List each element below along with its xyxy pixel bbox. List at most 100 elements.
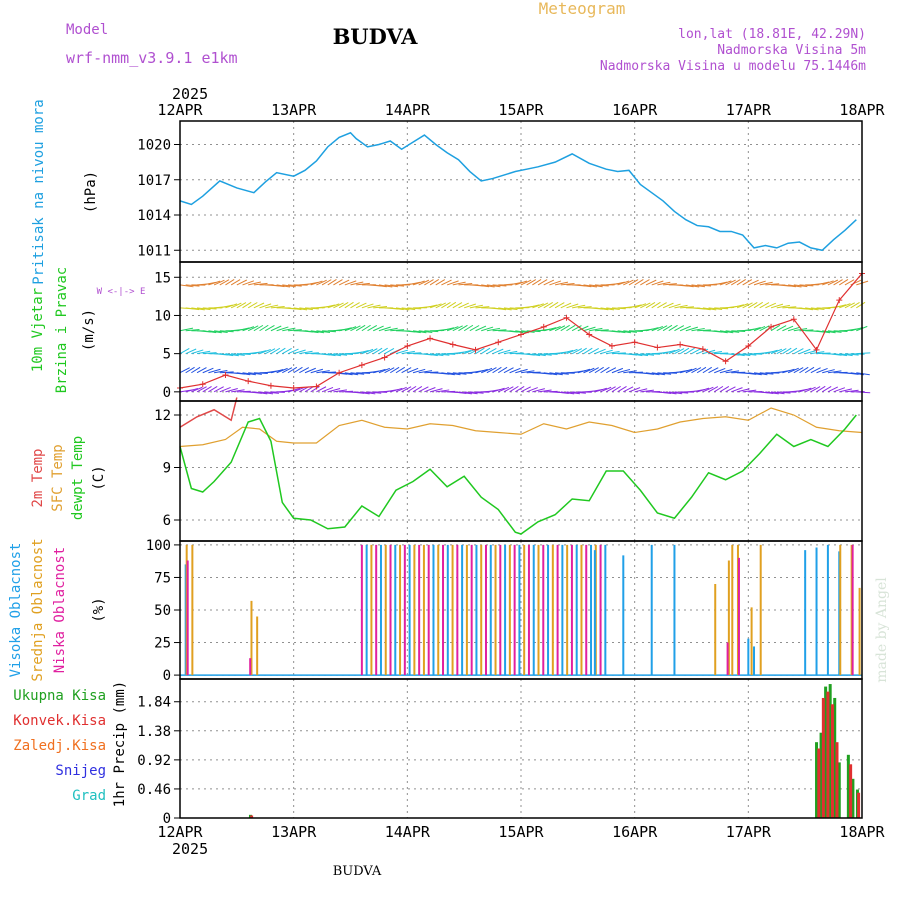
wind-barb — [702, 366, 712, 374]
wind-barb — [543, 279, 555, 286]
wind-barb — [435, 353, 450, 356]
wind-barb — [441, 372, 455, 376]
wind-barb — [662, 349, 676, 355]
wind-barb — [554, 325, 566, 332]
wind-barb — [463, 324, 474, 332]
wind-barb — [333, 389, 347, 393]
wind-barb — [719, 280, 732, 286]
wind-barb — [509, 385, 519, 393]
wind-barb — [532, 353, 546, 357]
wind-barb — [765, 349, 778, 355]
precip-bar — [851, 778, 855, 818]
wind-barb — [810, 351, 825, 355]
wind-barb — [856, 372, 870, 376]
wind-barb — [782, 284, 796, 288]
wind-barb — [390, 284, 405, 287]
y-tick-label: 0 — [163, 811, 171, 827]
y-tick-label: 1014 — [137, 208, 171, 224]
wind-barb — [447, 372, 461, 376]
wind-barb — [310, 385, 320, 393]
model-elevation-label: Nadmorska Visina u modelu 75.1446m — [600, 59, 866, 74]
wind-barb — [805, 307, 819, 311]
y-tick-label: 25 — [154, 636, 171, 652]
wind-barb — [799, 387, 812, 393]
wind-barb — [390, 307, 404, 311]
wind-barb — [526, 387, 538, 393]
year-label-top: 2025 — [172, 85, 208, 103]
precip-bar — [817, 748, 821, 818]
wind-barb — [555, 372, 569, 375]
wind-barb — [356, 350, 369, 355]
wind-barb — [804, 366, 815, 374]
footer-title: BUDVA — [333, 864, 382, 879]
wind-barb — [799, 284, 814, 287]
wind-barb — [486, 348, 497, 355]
wind-barb — [776, 304, 790, 309]
time-tick-label-bottom: 15APR — [498, 823, 544, 841]
wind-speed-marker — [836, 297, 843, 304]
wind-barb — [611, 367, 624, 374]
temp-ylabel-dewpt: dewpt Temp — [70, 436, 86, 520]
wind-barb — [179, 284, 194, 288]
wind-barb — [481, 367, 493, 374]
wind-barb — [589, 284, 603, 288]
wind-barb — [520, 386, 531, 393]
wind-barb — [236, 372, 251, 376]
wind-barb — [657, 372, 672, 375]
wind-barb — [856, 352, 871, 355]
wind-barb — [282, 284, 296, 288]
wind-barb — [549, 301, 559, 309]
wind-barb — [498, 307, 512, 311]
wind-barb — [424, 387, 436, 393]
wind-barb — [804, 386, 816, 393]
wind-barb — [844, 302, 855, 309]
wind-barb — [765, 283, 780, 286]
wind-barb — [753, 280, 766, 286]
wind-barb — [390, 366, 400, 374]
wind-barb — [668, 303, 681, 309]
wind-barb — [748, 372, 762, 376]
wind-barb — [719, 386, 730, 393]
wind-barb — [594, 329, 609, 332]
wind-barb — [543, 302, 553, 309]
wind-speed-marker — [381, 354, 388, 361]
wind-barb — [270, 368, 284, 374]
precip-bar — [857, 792, 861, 818]
wind-barb — [390, 329, 405, 332]
wind-speed-marker — [563, 314, 570, 321]
wind-barb — [373, 325, 384, 332]
wind-barb — [776, 348, 787, 355]
wind-barb — [549, 372, 563, 376]
wind-barb — [520, 370, 535, 374]
wind-barb — [259, 324, 269, 332]
wind-barb — [520, 330, 535, 333]
wind-barb — [179, 347, 190, 355]
wind-barb — [668, 324, 678, 332]
wind-barb — [322, 353, 336, 357]
wind-barb — [742, 279, 753, 286]
time-tick-label-bottom: 14APR — [385, 823, 431, 841]
wind-barb — [577, 347, 587, 355]
wind-barb — [844, 353, 859, 356]
lonlat-label: lon,lat (18.81E, 42.29N) — [678, 27, 866, 42]
wind-barb — [219, 330, 234, 333]
wind-speed-marker — [267, 382, 274, 389]
wind-compass: W <-|-> E — [97, 287, 146, 297]
wind-barb — [498, 366, 508, 374]
wind-barb — [634, 388, 648, 393]
wind-barb — [623, 279, 634, 286]
wind-barb — [583, 367, 595, 374]
wind-barb — [713, 385, 724, 393]
wind-barb — [486, 284, 501, 288]
wind-barb — [469, 325, 480, 332]
wind-barb — [208, 385, 218, 393]
wind-barb — [708, 307, 723, 311]
wind-barb — [821, 386, 832, 393]
wind-barb — [822, 330, 836, 334]
wind-barb — [475, 306, 490, 309]
wind-barb — [253, 391, 268, 395]
wind-barb — [503, 386, 514, 393]
precip-bar — [828, 684, 832, 818]
wind-barb — [770, 348, 783, 355]
wind-barb — [742, 389, 757, 393]
